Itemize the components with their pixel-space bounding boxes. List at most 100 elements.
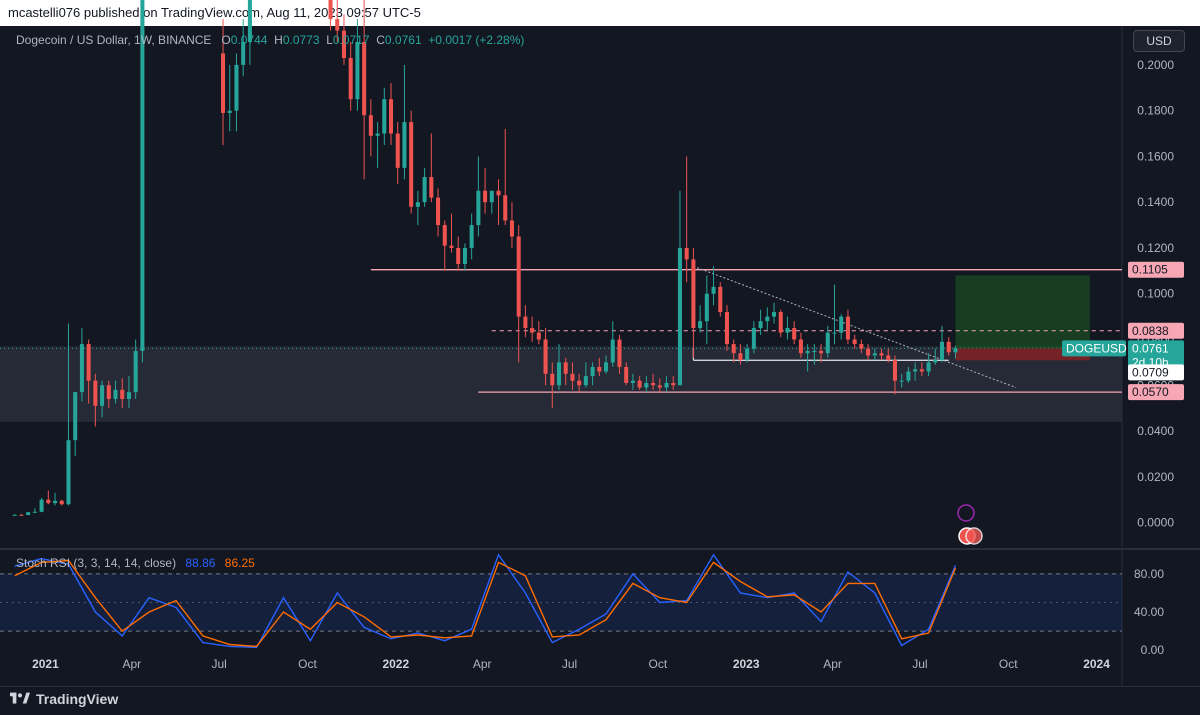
candle-body	[53, 500, 58, 504]
date-tick-label: Jul	[212, 657, 227, 671]
candle-body	[26, 512, 31, 516]
flash-event-icon	[957, 504, 975, 522]
candle-body	[140, 0, 145, 351]
candle-body	[704, 293, 709, 322]
candle-body	[872, 353, 877, 356]
candle-body	[577, 380, 582, 386]
candle-body	[866, 348, 871, 356]
stoch-rsi-label[interactable]: Stoch RSI (3, 3, 14, 14, close)	[16, 556, 177, 570]
stoch-k-value: 88.86	[185, 556, 216, 570]
high-label: H	[274, 33, 283, 47]
candle-body	[523, 316, 528, 329]
candle-body	[328, 0, 333, 20]
price-label-text: 0.0570	[1132, 385, 1169, 399]
candle-body	[731, 344, 736, 354]
candle-body	[617, 339, 622, 367]
candle-body	[906, 371, 911, 381]
candle-body	[59, 500, 64, 505]
stoch-tick-label: 40.00	[1134, 605, 1164, 619]
candle-body	[953, 348, 958, 353]
candle-body	[919, 369, 924, 372]
candle-body	[886, 355, 891, 361]
candle-body	[469, 225, 474, 248]
candle-body	[946, 341, 951, 353]
publication-header: mcastelli076 published on TradingView.co…	[0, 0, 1200, 26]
date-tick-label: Apr	[122, 657, 141, 671]
date-tick-label: Apr	[823, 657, 842, 671]
candle-body	[926, 362, 931, 372]
candle-body	[879, 353, 884, 356]
candle-body	[852, 339, 857, 345]
high-value: 0.0773	[282, 33, 320, 47]
price-tick-label: 0.1000	[1137, 287, 1174, 301]
candle-body	[362, 42, 367, 116]
footer-bar: TradingView	[0, 686, 1200, 715]
candle-body	[859, 344, 864, 349]
close-label: C	[376, 33, 385, 47]
candle-body	[939, 341, 945, 361]
date-tick-label: 2022	[382, 657, 409, 671]
candle-body	[691, 259, 696, 329]
candle-body	[604, 362, 609, 372]
price-label-box	[1128, 322, 1184, 339]
candle-body	[792, 328, 797, 340]
candle-body	[382, 99, 387, 134]
symbol-legend: Dogecoin / US Dollar, 1W, BINANCE O0.074…	[16, 33, 524, 47]
price-tick-label: 0.1400	[1137, 195, 1174, 209]
stoch-tick-label: 0.00	[1141, 643, 1165, 657]
candle-body	[583, 376, 588, 386]
price-label-text: DOGEUSD	[1066, 341, 1127, 355]
price-label-box	[1128, 364, 1184, 381]
open-label: O	[221, 33, 231, 47]
symbol-name[interactable]: Dogecoin / US Dollar, 1W, BINANCE	[16, 33, 212, 47]
candle-body	[133, 350, 138, 393]
date-tick-label: Oct	[298, 657, 317, 671]
take-profit-box	[955, 275, 1090, 349]
price-label-text: 0.0838	[1132, 324, 1169, 338]
candle-body	[798, 339, 803, 354]
candle-body	[429, 177, 434, 198]
candle-body	[530, 328, 535, 333]
price-tick-label: 0.0200	[1137, 470, 1174, 484]
candle-body	[832, 332, 837, 334]
candle-body	[241, 42, 246, 65]
date-tick-label: Oct	[999, 657, 1018, 671]
candle-body	[234, 64, 239, 111]
candle-body	[120, 389, 125, 399]
low-label: L	[326, 33, 333, 47]
candle-body	[496, 190, 501, 196]
candle-body	[718, 286, 723, 313]
candle-body	[483, 190, 488, 203]
published-text: mcastelli076 published on TradingView.co…	[8, 5, 421, 20]
candle-body	[597, 366, 602, 372]
candle-body	[32, 511, 37, 513]
candle-body	[677, 247, 682, 386]
candle-body	[39, 499, 44, 512]
price-tick-label: 0.0000	[1137, 516, 1174, 530]
candle-body	[644, 382, 649, 388]
candle-body	[651, 382, 656, 386]
candle-body	[778, 312, 783, 333]
candle-body	[556, 362, 562, 386]
candle-body	[637, 380, 642, 388]
date-tick-label: 2024	[1083, 657, 1110, 671]
candle-body	[355, 42, 360, 100]
candle-body	[348, 58, 353, 100]
candle-body	[825, 332, 830, 354]
candle-body	[839, 316, 844, 333]
price-label-box	[1128, 384, 1184, 401]
candle-body	[745, 348, 750, 361]
currency-button[interactable]: USD	[1133, 30, 1185, 52]
date-tick-label: Jul	[912, 657, 927, 671]
candle-body	[899, 380, 904, 382]
candle-body	[388, 99, 394, 134]
tradingview-logo[interactable]: TradingView	[10, 691, 118, 707]
candle-body	[765, 316, 770, 322]
candle-body	[892, 360, 897, 381]
candle-body	[570, 373, 575, 381]
candle-body	[516, 236, 521, 317]
candle-body	[79, 344, 84, 393]
stoch-tick-label: 80.00	[1134, 567, 1164, 581]
price-tick-label: 0.1200	[1137, 241, 1174, 255]
